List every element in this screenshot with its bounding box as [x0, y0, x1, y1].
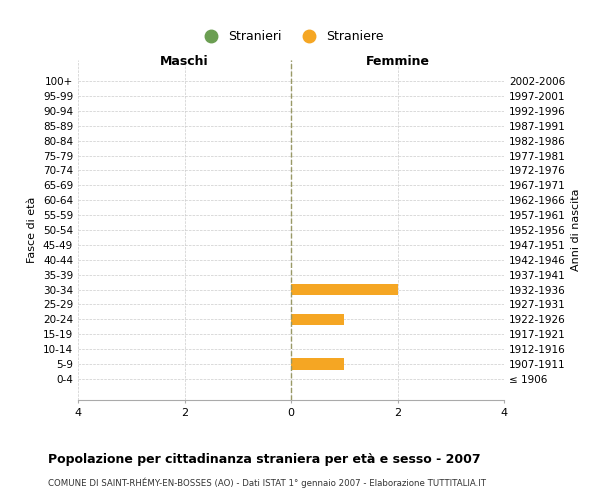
Text: Femmine: Femmine — [365, 54, 430, 68]
Text: COMUNE DI SAINT-RHÉMY-EN-BOSSES (AO) - Dati ISTAT 1° gennaio 2007 - Elaborazione: COMUNE DI SAINT-RHÉMY-EN-BOSSES (AO) - D… — [48, 478, 486, 488]
Text: Popolazione per cittadinanza straniera per età e sesso - 2007: Popolazione per cittadinanza straniera p… — [48, 452, 481, 466]
Y-axis label: Anni di nascita: Anni di nascita — [571, 188, 581, 271]
Y-axis label: Fasce di età: Fasce di età — [28, 197, 37, 263]
Bar — [291, 358, 344, 370]
Bar — [291, 314, 344, 325]
Bar — [291, 284, 398, 295]
Legend: Stranieri, Straniere: Stranieri, Straniere — [193, 26, 389, 48]
Text: Maschi: Maschi — [160, 54, 209, 68]
